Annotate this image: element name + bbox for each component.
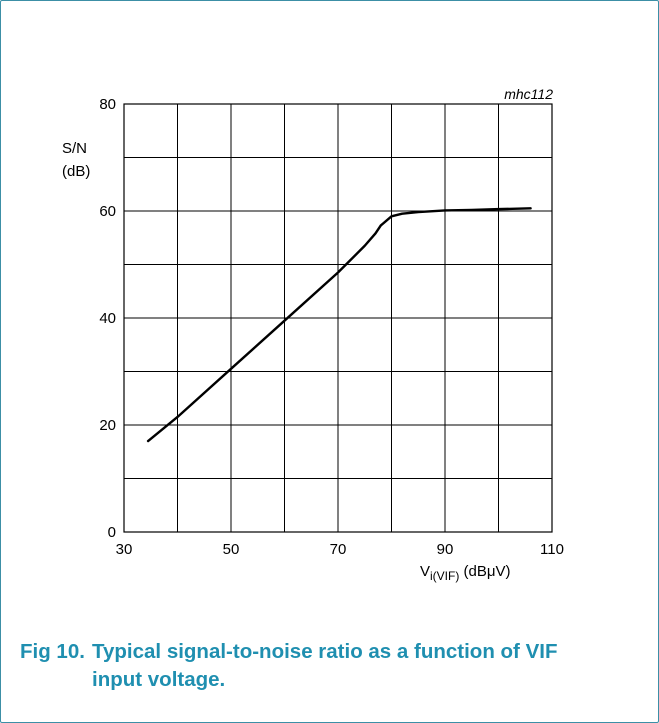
- y-tick-label: 80: [99, 96, 116, 113]
- series-group: [146, 207, 532, 443]
- x-tick-labels: 30 50 70 90 110: [116, 541, 564, 558]
- grid: [124, 104, 552, 532]
- figure-number: Fig 10.: [20, 640, 85, 663]
- y-tick-label: 40: [99, 310, 116, 327]
- x-axis-label: Vi(VIF) (dBμV): [420, 563, 511, 583]
- figure-caption: Fig 10. Typical signal-to-noise ratio as …: [20, 638, 650, 694]
- y-axis-label-line2: (dB): [62, 163, 90, 180]
- chart-area: 30 50 70 90 110 0 20 40 60 80 mhc112 S/N (dB) Vi…: [62, 86, 564, 583]
- x-tick-label: 90: [437, 541, 454, 558]
- plot-border: [123, 103, 553, 533]
- y-tick-label: 20: [99, 417, 116, 434]
- x-tick-label: 30: [116, 541, 133, 558]
- chart-code: mhc112: [504, 86, 553, 102]
- caption-text-line1: Typical signal-to-noise ratio as a funct…: [92, 640, 558, 663]
- y-axis-label-line1: S/N: [62, 140, 87, 157]
- x-tick-label: 70: [330, 541, 347, 558]
- plot-frame: [123, 103, 553, 533]
- y-tick-label: 60: [99, 203, 116, 220]
- y-tick-labels: 0 20 40 60 80: [99, 96, 116, 541]
- x-tick-label: 110: [540, 541, 564, 558]
- y-tick-label: 0: [108, 524, 116, 541]
- series-line: [146, 207, 532, 443]
- caption-text-line2: input voltage.: [92, 668, 226, 691]
- x-tick-label: 50: [223, 541, 240, 558]
